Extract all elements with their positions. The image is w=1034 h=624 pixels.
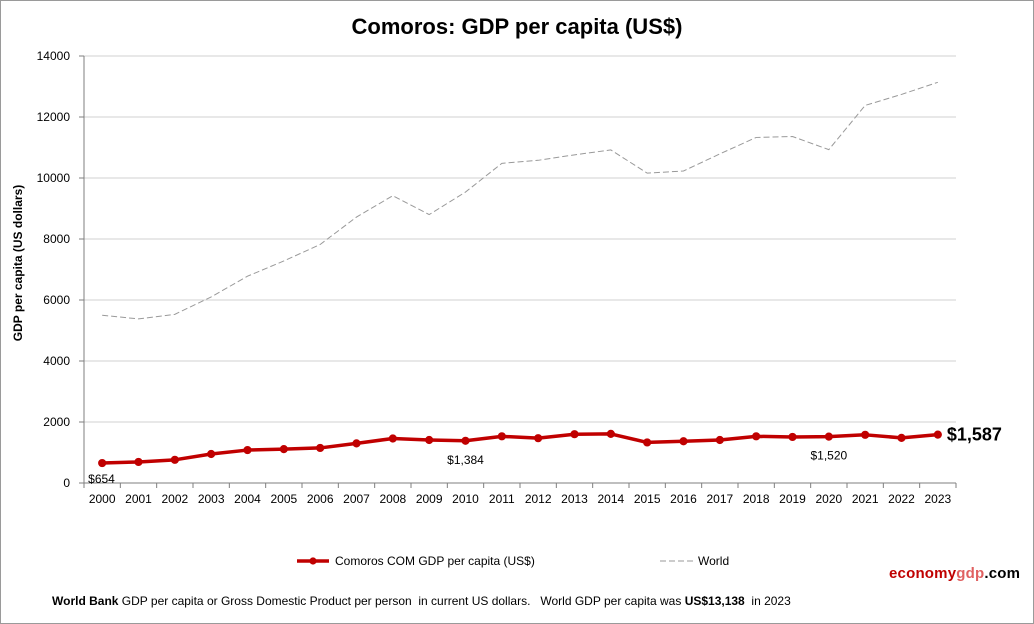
series-layer [98,81,942,468]
data-point-comoros [715,435,724,445]
data-point-comoros [861,430,870,439]
x-tick-label: 2005 [270,492,297,506]
x-tick-label: 2010 [452,492,479,506]
data-point-comoros [98,458,107,468]
x-tick-label: 2011 [489,492,515,506]
x-tick-label: 2012 [525,492,552,506]
annotations: $654 $1,384 $1,520 $1,587 [88,425,1002,486]
x-tick-label: 2018 [743,492,770,506]
legend-marker-comoros [309,557,317,565]
data-point-comoros [243,445,252,455]
x-tick-label: 2021 [852,492,879,506]
data-point-comoros [461,436,470,445]
brand-logo: economygdp.com [889,565,1020,582]
brand-part-1: economy [889,565,957,582]
y-tick-label: 12000 [37,110,71,124]
x-tick-label: 2020 [815,492,842,506]
data-point-comoros [679,437,688,446]
data-label: $654 [88,472,115,486]
footnote-value: US$13,138 [684,594,745,608]
y-tick-label: 8000 [43,232,70,246]
data-point-comoros [788,432,797,442]
data-label-latest: $1,587 [947,425,1002,445]
x-tick-label: 2015 [634,492,661,506]
y-tick-label: 2000 [43,415,70,429]
y-tick-label: 4000 [43,354,70,368]
x-tick-label: 2013 [561,492,588,506]
legend-label-world: World [698,554,729,568]
x-tick-label: 2023 [924,492,951,506]
y-axis-title: GDP per capita (US dollars) [11,185,25,342]
data-point-comoros [752,432,761,441]
x-tick-label: 2022 [888,492,915,506]
y-tick-label: 10000 [37,171,71,185]
footnote-source: World Bank [52,594,119,608]
data-point-comoros [316,443,325,453]
footnote-text-1: GDP per capita or Gross Domestic Product… [118,594,685,608]
data-point-comoros [824,432,833,441]
footnote-text-2: in 2023 [744,594,791,608]
data-point-comoros [134,457,143,467]
x-tick-label: 2008 [379,492,406,506]
data-point-comoros [534,434,543,443]
data-point-comoros [352,439,361,448]
y-tick-label: 0 [63,476,70,490]
axes: 0 2000 4000 6000 8000 10000 12000 14000 2000 2001… [37,49,957,506]
x-tick-label: 2003 [198,492,225,506]
brand-part-2: gdp [956,565,985,582]
legend-label-comoros: Comoros COM GDP per capita (US$) [335,554,535,568]
y-tick-label: 6000 [43,293,70,307]
y-tick-label: 14000 [37,49,71,63]
footnote: World Bank GDP per capita or Gross Domes… [52,594,791,608]
x-tick-label: 2014 [597,492,624,506]
data-label: $1,520 [810,449,847,463]
data-point-comoros [279,445,288,454]
x-tick-label: 2006 [307,492,334,506]
x-tick-label: 2009 [416,492,443,506]
data-point-comoros [425,435,434,445]
legend: Comoros COM GDP per capita (US$) World [297,554,729,568]
x-tick-label: 2002 [161,492,188,506]
gridlines [84,55,956,423]
x-tick-label: 2000 [89,492,116,506]
data-point-comoros [933,430,942,439]
data-point-comoros [643,438,652,447]
series-line-comoros [102,432,938,465]
chart-title: Comoros: GDP per capita (US$) [352,14,683,39]
x-tick-label: 2001 [125,492,152,506]
data-point-comoros [606,429,615,438]
data-point-comoros [897,433,906,442]
data-label: $1,384 [447,453,484,467]
data-point-comoros [570,430,579,439]
data-point-comoros [170,455,179,464]
data-point-comoros [497,432,506,441]
x-tick-label: 2019 [779,492,806,506]
series-line-world [102,81,938,320]
data-point-comoros [207,449,216,459]
x-tick-label: 2017 [706,492,733,506]
x-tick-label: 2004 [234,492,261,506]
x-tick-label: 2007 [343,492,370,506]
x-tick-label: 2016 [670,492,697,506]
brand-part-3: .com [984,565,1021,582]
data-point-comoros [388,434,397,443]
